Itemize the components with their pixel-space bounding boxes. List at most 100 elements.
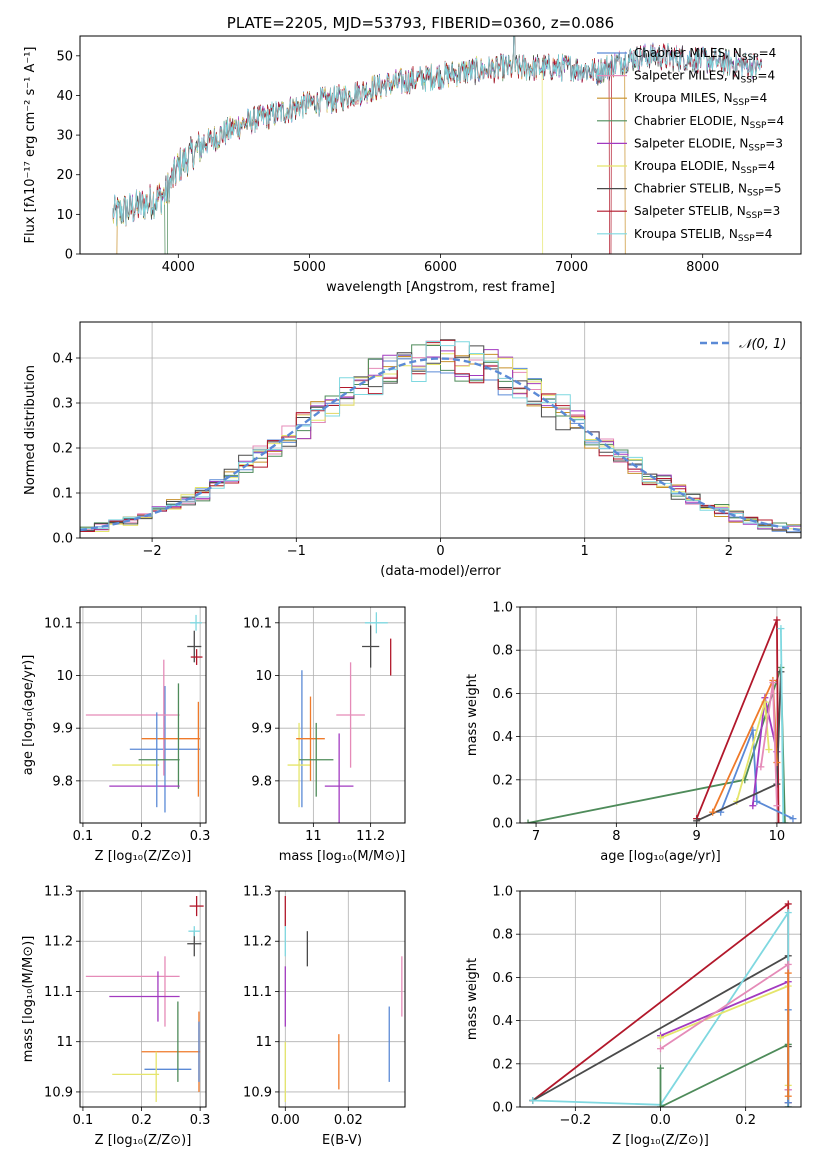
weight-marker xyxy=(765,746,773,754)
x-axis-label: age [log₁₀(age/yr)] xyxy=(600,849,721,864)
weight-marker xyxy=(777,625,785,633)
y-axis-label: Flux [fλ10⁻¹⁷ erg cm⁻² s⁻¹ A⁻¹] xyxy=(23,47,38,244)
weight-marker xyxy=(775,819,783,823)
errorbar-point xyxy=(296,696,325,781)
legend-entry: Kroupa STELIB, NSSP=4 xyxy=(634,227,772,244)
x-tick-label: 2 xyxy=(725,544,733,559)
weight-marker xyxy=(657,1034,664,1042)
weight-marker xyxy=(773,616,781,624)
x-axis-label: Z [log₁₀(Z/Z⊙)] xyxy=(612,1133,709,1148)
y-tick-label: 9.8 xyxy=(52,774,73,789)
plot-area xyxy=(85,896,204,1102)
chart-title: PLATE=2205, MJD=53793, FIBERID=0360, z=0… xyxy=(227,14,614,32)
weight-marker xyxy=(657,1103,664,1107)
x-tick-label: −0.2 xyxy=(560,1113,592,1128)
y-tick-label: 9.8 xyxy=(251,774,272,789)
errorbar-point xyxy=(336,662,365,768)
legend-subscript: SSP xyxy=(750,121,767,131)
y-tick-label: 11 xyxy=(255,1035,272,1050)
x-tick-label: 0.00 xyxy=(271,1113,300,1128)
errorbar-point xyxy=(324,733,354,823)
y-tick-label: 11.2 xyxy=(44,935,73,950)
panel-residuals: −2 −1 0 1 2 0.0 0.1 0.2 0.3 0.4 (data-model)/error… xyxy=(23,321,802,579)
legend-subscript: SSP xyxy=(738,234,755,244)
y-tick-label: 10.9 xyxy=(44,1085,73,1100)
weight-marker xyxy=(773,802,781,810)
x-tick-label: 0.02 xyxy=(334,1113,363,1128)
weight-marker xyxy=(524,819,532,823)
legend-entry: Salpeter MILES, NSSP=4 xyxy=(634,69,775,86)
legend-entry: Chabrier MILES, NSSP=4 xyxy=(634,46,776,63)
legend-entry: 𝒩(0, 1) xyxy=(739,337,786,352)
x-tick-label: 0.1 xyxy=(73,1113,94,1128)
axes-frame xyxy=(278,606,406,824)
legend-entry: Salpeter STELIB, NSSP=3 xyxy=(634,204,780,221)
legend-nssp: =4 xyxy=(766,114,784,128)
panel-weight_vs_Z: −0.2 0.0 0.2 0.0 0.2 0.4 0.6 0.8 1.0 Z [log₁₀(Z/Z… xyxy=(465,885,802,1148)
x-axis-label: wavelength [Angstrom, rest frame] xyxy=(326,280,555,295)
y-tick-label: 0.6 xyxy=(492,687,513,702)
x-tick-label: 8 xyxy=(612,829,620,844)
errorbar-point xyxy=(287,722,311,808)
legend-entry: Salpeter ELODIE, NSSP=3 xyxy=(634,136,783,153)
weight-marker xyxy=(757,763,765,771)
plot-area xyxy=(85,614,203,813)
y-tick-label: 9.9 xyxy=(251,722,272,737)
legend-nssp: =4 xyxy=(757,159,775,173)
plot-area xyxy=(112,36,763,254)
legend-series-name: Kroupa STELIB, N xyxy=(634,227,738,241)
y-tick-label: 11 xyxy=(56,1035,73,1050)
y-tick-label: 0 xyxy=(65,248,73,263)
histogram-series xyxy=(80,358,801,533)
weight-marker xyxy=(789,815,797,823)
legend-series-name: Salpeter MILES, N xyxy=(634,69,741,83)
y-tick-label: 20 xyxy=(56,168,73,183)
x-tick-label: 4000 xyxy=(162,260,195,275)
errorbar-point xyxy=(189,896,204,917)
axes-frame xyxy=(278,890,406,1108)
plot-area xyxy=(80,339,801,534)
y-tick-label: 0.0 xyxy=(492,817,513,832)
legend-subscript: SSP xyxy=(741,76,758,86)
legend-series-name: Chabrier STELIB, N xyxy=(634,182,747,196)
weight-marker xyxy=(709,808,717,816)
legend-subscript: SSP xyxy=(741,166,758,176)
y-tick-label: 0.6 xyxy=(492,971,513,986)
legend-series-name: Chabrier MILES, N xyxy=(634,46,742,60)
y-tick-label: 10 xyxy=(255,669,272,684)
weight-marker xyxy=(784,960,792,968)
weight-line xyxy=(780,628,785,823)
x-tick-label: 0 xyxy=(436,544,444,559)
legend-series-name: Kroupa MILES, N xyxy=(634,91,733,105)
legend-entry: Chabrier STELIB, NSSP=5 xyxy=(634,182,782,199)
plot-area xyxy=(524,616,797,823)
y-tick-label: 0.8 xyxy=(492,644,513,659)
x-tick-label: 5000 xyxy=(293,260,326,275)
y-tick-label: 10 xyxy=(56,669,73,684)
y-axis-label: mass [log₁₀(M/M⊙)] xyxy=(21,936,36,1063)
y-tick-label: 11.1 xyxy=(243,985,272,1000)
y-axis-label: Normed distribution xyxy=(23,365,38,495)
x-tick-label: 9 xyxy=(692,829,700,844)
x-tick-label: 10 xyxy=(769,829,786,844)
plot-area xyxy=(529,900,792,1107)
errorbar-point xyxy=(190,649,203,665)
weight-marker xyxy=(784,1092,792,1100)
legend-series-name: Salpeter STELIB, N xyxy=(634,204,746,218)
legend-entry: Kroupa MILES, NSSP=4 xyxy=(634,91,767,108)
errorbar-point xyxy=(362,625,380,668)
x-tick-label: 11.2 xyxy=(356,829,385,844)
panel-spectrum: 4000 5000 6000 7000 8000 0 10 20 30 40 50 wavelengt… xyxy=(23,14,802,295)
plot-area xyxy=(284,896,403,1102)
legend-series-name: Salpeter ELODIE, N xyxy=(634,136,748,150)
panel-mass_vs_Z: 0.1 0.2 0.3 10.9 11 11.1 11.2 11.3 Z [log₁₀(Z/Z⊙… xyxy=(21,885,210,1149)
weight-marker xyxy=(784,900,792,908)
y-tick-label: 0.2 xyxy=(492,1057,513,1072)
x-tick-label: 0.0 xyxy=(650,1113,671,1128)
legend-entry: Chabrier ELODIE, NSSP=4 xyxy=(634,114,784,131)
legend-subscript: SSP xyxy=(742,53,759,63)
weight-marker xyxy=(693,817,701,823)
axes-frame xyxy=(79,890,207,1108)
x-tick-label: 0.2 xyxy=(735,1113,756,1128)
